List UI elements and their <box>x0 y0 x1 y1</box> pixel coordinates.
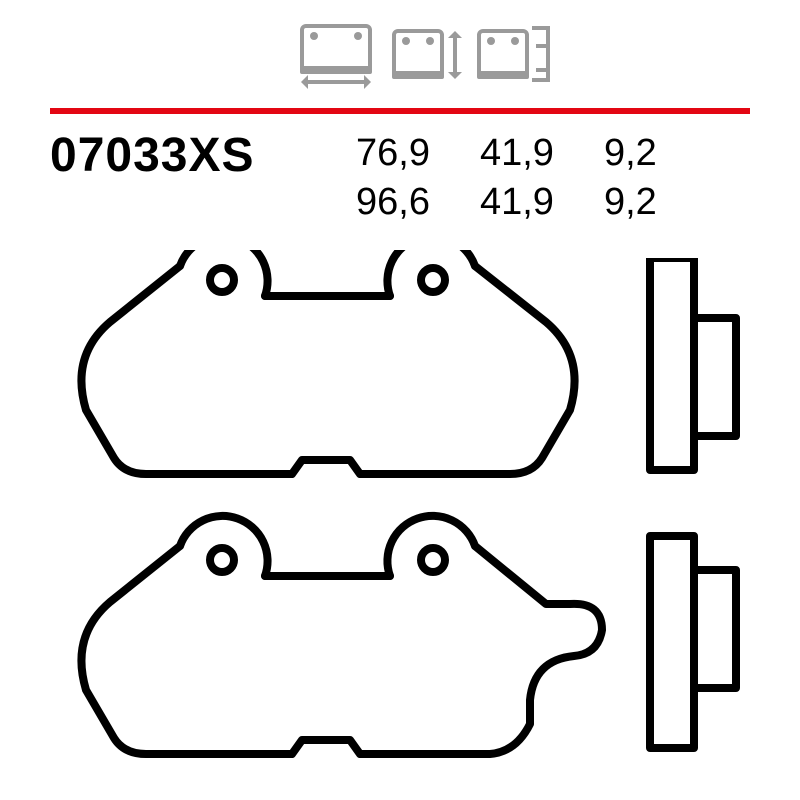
dim-cell: 41,9 <box>456 132 578 179</box>
table-row: 76,9 41,9 9,2 <box>332 132 681 179</box>
divider-line <box>50 108 750 114</box>
table-row: 96,6 41,9 9,2 <box>332 181 681 228</box>
dim-cell: 9,2 <box>580 181 681 228</box>
dim-cell: 9,2 <box>580 132 681 179</box>
dim-cell: 41,9 <box>456 181 578 228</box>
dim-cell: 96,6 <box>332 181 454 228</box>
width-icon <box>300 24 372 84</box>
dimension-icons-row <box>300 24 550 84</box>
brake-pads-front-view <box>50 250 610 770</box>
brake-pads-side-view <box>640 258 760 768</box>
thickness-icon <box>477 26 550 82</box>
dim-cell: 76,9 <box>332 132 454 179</box>
height-icon <box>392 29 457 79</box>
dimensions-table: 76,9 41,9 9,2 96,6 41,9 9,2 <box>330 130 683 230</box>
part-number: 07033XS <box>50 128 255 183</box>
